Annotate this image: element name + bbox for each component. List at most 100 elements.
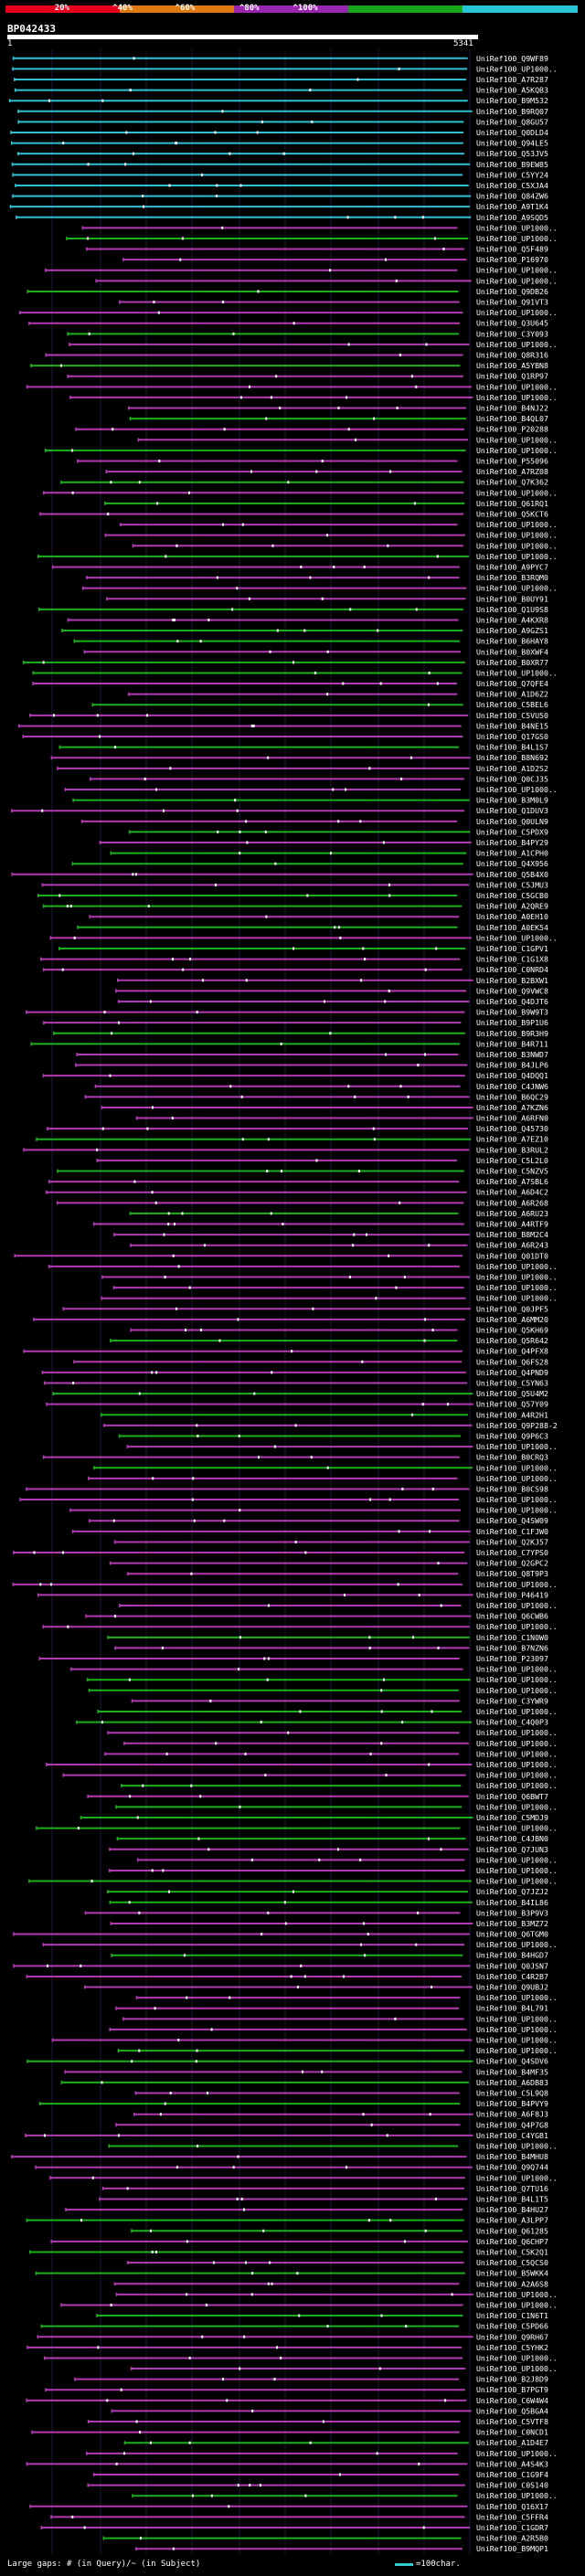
hit-label[interactable]: UniRef100_A0EK54 [476, 923, 548, 932]
hit-label[interactable]: UniRef100_UP1000.. [476, 234, 558, 243]
hit-label[interactable]: UniRef100_UP1000.. [476, 1855, 558, 1864]
hit-label[interactable]: UniRef100_Q0JPF5 [476, 1304, 548, 1313]
hit-label[interactable]: UniRef100_C4YGB1 [476, 2131, 548, 2140]
hit-label[interactable]: UniRef100_P46419 [476, 1590, 548, 1599]
hit-label[interactable]: UniRef100_Q8T9P3 [476, 1569, 548, 1578]
hit-label[interactable]: UniRef100_UP1000.. [476, 2449, 558, 2458]
hit-label[interactable]: UniRef100_UP1000.. [476, 933, 558, 942]
hit-label[interactable]: UniRef100_UP1000.. [476, 531, 558, 540]
hit-label[interactable]: UniRef100_B4NJ22 [476, 404, 548, 413]
hit-label[interactable]: UniRef100_Q3U645 [476, 319, 548, 328]
hit-label[interactable]: UniRef100_C5QCS0 [476, 2258, 548, 2267]
hit-label[interactable]: UniRef100_Q5U4M2 [476, 1389, 548, 1398]
hit-label[interactable]: UniRef100_A9T1K4 [476, 202, 548, 211]
hit-label[interactable]: UniRef100_UP1000.. [476, 382, 558, 391]
hit-label[interactable]: UniRef100_UP1000.. [476, 2036, 558, 2045]
hit-label[interactable]: UniRef100_UP1000.. [476, 2491, 558, 2500]
hit-label[interactable]: UniRef100_B4MHU8 [476, 2152, 548, 2161]
hit-label[interactable]: UniRef100_A4RTF9 [476, 1220, 548, 1229]
hit-label[interactable]: UniRef100_B4JLP6 [476, 1061, 548, 1070]
hit-label[interactable]: UniRef100_Q9VWC8 [476, 986, 548, 995]
hit-label[interactable]: UniRef100_UP1000.. [476, 1993, 558, 2002]
hit-label[interactable]: UniRef100_Q4SW09 [476, 1516, 548, 1525]
hit-label[interactable]: UniRef100_C5NZV5 [476, 1167, 548, 1176]
hit-label[interactable]: UniRef100_UP1000.. [476, 488, 558, 497]
hit-label[interactable]: UniRef100_UP1000.. [476, 1781, 558, 1790]
hit-label[interactable]: UniRef100_B9W9T3 [476, 1008, 548, 1017]
hit-label[interactable]: UniRef100_Q9UBJ2 [476, 1983, 548, 1992]
hit-label[interactable]: UniRef100_Q0DLD4 [476, 128, 548, 137]
hit-label[interactable]: UniRef100_C0S140 [476, 2481, 548, 2490]
hit-label[interactable]: UniRef100_C5K2Q1 [476, 2247, 548, 2256]
hit-label[interactable]: UniRef100_A6F8J3 [476, 2110, 548, 2119]
hit-label[interactable]: UniRef100_Q9WF89 [476, 54, 548, 63]
hit-label[interactable]: UniRef100_UP1000.. [476, 2290, 558, 2299]
hit-label[interactable]: UniRef100_Q2KJ57 [476, 1537, 548, 1546]
hit-label[interactable]: UniRef100_B4HU27 [476, 2205, 548, 2214]
hit-label[interactable]: UniRef100_Q1DUV3 [476, 806, 548, 815]
hit-label[interactable]: UniRef100_UP1000.. [476, 668, 558, 677]
hit-label[interactable]: UniRef100_C5YHK2 [476, 2343, 548, 2352]
hit-label[interactable]: UniRef100_A7RZ08 [476, 467, 548, 476]
hit-label[interactable]: UniRef100_B0CS98 [476, 1484, 548, 1493]
hit-label[interactable]: UniRef100_A4R2H1 [476, 1410, 548, 1419]
hit-label[interactable]: UniRef100_UP1000.. [476, 1273, 558, 1282]
hit-label[interactable]: UniRef100_UP1000.. [476, 1283, 558, 1292]
hit-label[interactable]: UniRef100_Q4DJT6 [476, 997, 548, 1006]
hit-label[interactable]: UniRef100_B3RUL2 [476, 1145, 548, 1154]
hit-label[interactable]: UniRef100_UP1000.. [476, 276, 558, 285]
hit-label[interactable]: UniRef100_Q6BWT7 [476, 1792, 548, 1801]
hit-label[interactable]: UniRef100_A6R243 [476, 1241, 548, 1250]
hit-label[interactable]: UniRef100_B9MQP1 [476, 2544, 548, 2553]
hit-label[interactable]: UniRef100_B0XWF4 [476, 647, 548, 656]
hit-label[interactable]: UniRef100_A6DB83 [476, 2078, 548, 2087]
hit-label[interactable]: UniRef100_Q5KH69 [476, 1325, 548, 1334]
hit-label[interactable]: UniRef100_UP1000.. [476, 1601, 558, 1610]
hit-label[interactable]: UniRef100_UP1000.. [476, 1580, 558, 1589]
hit-label[interactable]: UniRef100_UP1000.. [476, 1707, 558, 1716]
hit-label[interactable]: UniRef100_UP1000.. [476, 520, 558, 529]
hit-label[interactable]: UniRef100_Q61RQ1 [476, 499, 548, 508]
hit-label[interactable]: UniRef100_Q6CHP7 [476, 2237, 548, 2246]
hit-label[interactable]: UniRef100_C1GDR7 [476, 2523, 548, 2532]
hit-label[interactable]: UniRef100_B4IL86 [476, 1898, 548, 1907]
hit-label[interactable]: UniRef100_Q9Q744 [476, 2163, 548, 2172]
hit-label[interactable]: UniRef100_Q4DQQ1 [476, 1071, 548, 1080]
hit-label[interactable]: UniRef100_Q1RP97 [476, 372, 548, 381]
hit-label[interactable]: UniRef100_Q0JSN7 [476, 1961, 548, 1970]
hit-label[interactable]: UniRef100_B0CRQ3 [476, 1453, 548, 1462]
hit-label[interactable]: UniRef100_B7PGT9 [476, 2385, 548, 2394]
hit-label[interactable]: UniRef100_UP1000.. [476, 2173, 558, 2182]
hit-label[interactable]: UniRef100_UP1000.. [476, 584, 558, 593]
hit-label[interactable]: UniRef100_B6QC29 [476, 1092, 548, 1101]
hit-label[interactable]: UniRef100_Q7JUN3 [476, 1845, 548, 1854]
hit-label[interactable]: UniRef100_Q8GU57 [476, 117, 548, 126]
hit-label[interactable]: UniRef100_Q45730 [476, 1124, 548, 1133]
hit-label[interactable]: UniRef100_A0EH10 [476, 912, 548, 921]
hit-label[interactable]: UniRef100_B9M532 [476, 96, 548, 105]
hit-label[interactable]: UniRef100_C5MDJ9 [476, 1813, 548, 1822]
hit-label[interactable]: UniRef100_Q17GS0 [476, 732, 548, 741]
hit-label[interactable]: UniRef100_UP1000.. [476, 552, 558, 561]
hit-label[interactable]: UniRef100_Q4P7G8 [476, 2120, 548, 2129]
hit-label[interactable]: UniRef100_C3YWR9 [476, 1696, 548, 1705]
hit-label[interactable]: UniRef100_UP1000.. [476, 393, 558, 402]
hit-label[interactable]: UniRef100_UP1000.. [476, 308, 558, 317]
hit-label[interactable]: UniRef100_C5L2L0 [476, 1156, 548, 1165]
hit-label[interactable]: UniRef100_B3P9V3 [476, 1908, 548, 1917]
hit-label[interactable]: UniRef100_UP1000.. [476, 1262, 558, 1271]
hit-label[interactable]: UniRef100_Q1U9S8 [476, 605, 548, 614]
hit-label[interactable]: UniRef100_UP1000.. [476, 1463, 558, 1472]
hit-label[interactable]: UniRef100_C1N6T1 [476, 2311, 548, 2320]
hit-label[interactable]: UniRef100_C4Q0P3 [476, 1718, 548, 1727]
hit-label[interactable]: UniRef100_A7SBL6 [476, 1177, 548, 1186]
hit-label[interactable]: UniRef100_B5WKK4 [476, 2269, 548, 2278]
hit-label[interactable]: UniRef100_Q7JZJ2 [476, 1887, 548, 1896]
hit-label[interactable]: UniRef100_UP1000.. [476, 1665, 558, 1674]
hit-label[interactable]: UniRef100_B4NE15 [476, 721, 548, 730]
hit-label[interactable]: UniRef100_Q0CJ35 [476, 774, 548, 783]
hit-label[interactable]: UniRef100_Q9P288-2 [476, 1421, 558, 1430]
hit-label[interactable]: UniRef100_UP1000.. [476, 1739, 558, 1748]
hit-label[interactable]: UniRef100_UP1000.. [476, 340, 558, 349]
hit-label[interactable]: UniRef100_C5L9Q8 [476, 2089, 548, 2098]
